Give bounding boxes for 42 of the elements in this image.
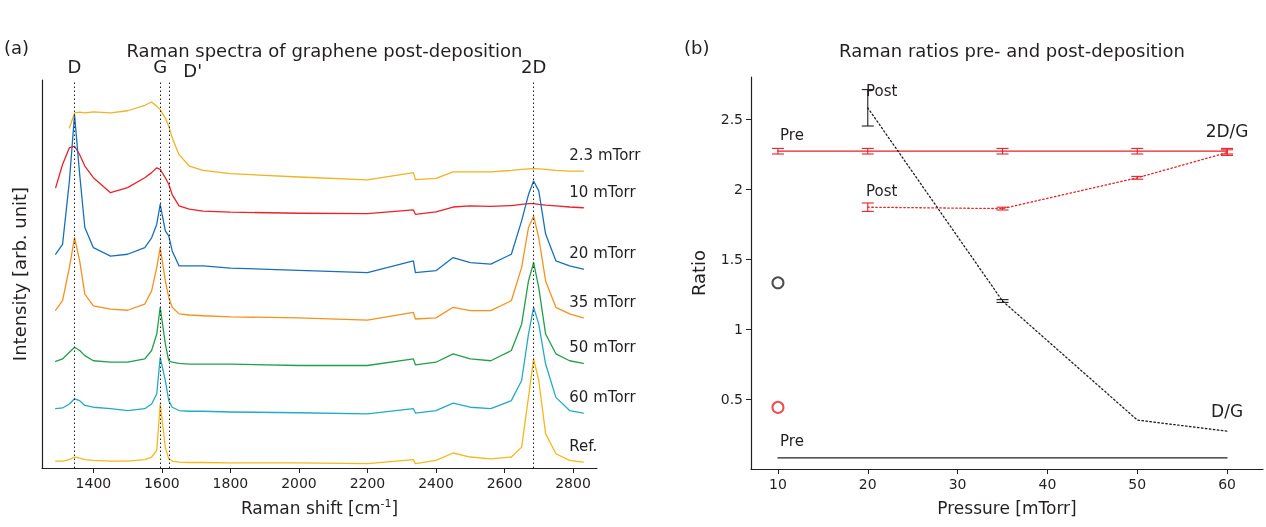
y-axis-title: Intensity [arb. unit] <box>8 186 30 362</box>
x-tick-label: 2600 <box>486 475 523 491</box>
series-label: Post <box>866 82 898 101</box>
x-tick-label: 40 <box>1038 476 1057 492</box>
chart-title: Raman ratios pre- and post-deposition <box>839 39 1185 61</box>
x-tick-label: 2000 <box>281 475 317 491</box>
series-label: Pre <box>780 432 804 451</box>
chart-title: Raman spectra of graphene post-deposition <box>126 39 523 61</box>
x-tick-label: 60 <box>1218 476 1236 492</box>
ref-line-label: D' <box>183 59 203 81</box>
x-axis-title: Pressure [mTorr] <box>937 497 1077 518</box>
series-label: 2.3 mTorr <box>569 146 642 165</box>
text: (b) <box>684 36 710 58</box>
annotation: D/G <box>1211 400 1244 421</box>
ref-line-label: 2D <box>520 55 547 77</box>
annotation: 2D/G <box>1205 120 1249 141</box>
series-label: 10 mTorr <box>569 182 637 201</box>
series-label: 60 mTorr <box>569 388 637 407</box>
x-tick-label: 1800 <box>212 475 249 491</box>
series-label: 20 mTorr <box>569 244 637 263</box>
x-tick-label: 10 <box>769 476 787 492</box>
series-label: Ref. <box>569 437 598 456</box>
y-axis-title: Ratio <box>687 249 709 297</box>
series-label: 50 mTorr <box>569 338 637 357</box>
y-tick-label: 0.5 <box>720 391 743 407</box>
y-tick-label: 2 <box>734 181 743 197</box>
ref-line-label: D <box>67 55 82 77</box>
series-label: Post <box>866 181 898 200</box>
series-label: Pre <box>780 125 804 144</box>
x-tick-label: 2400 <box>418 475 454 491</box>
y-tick-label: 2.5 <box>720 111 743 127</box>
x-tick-label: 30 <box>948 476 967 492</box>
y-tick-label: 1.5 <box>720 251 743 267</box>
y-tick-label: 1 <box>734 321 743 337</box>
x-tick-label: 1400 <box>75 475 112 491</box>
x-tick-label: 20 <box>858 476 877 492</box>
x-tick-label: 2200 <box>349 475 386 491</box>
x-tick-label: 1600 <box>144 475 180 491</box>
series-label: 35 mTorr <box>569 292 637 311</box>
x-tick-label: 50 <box>1128 476 1147 492</box>
text: (a) <box>4 36 30 58</box>
x-tick-label: 2800 <box>555 475 591 491</box>
